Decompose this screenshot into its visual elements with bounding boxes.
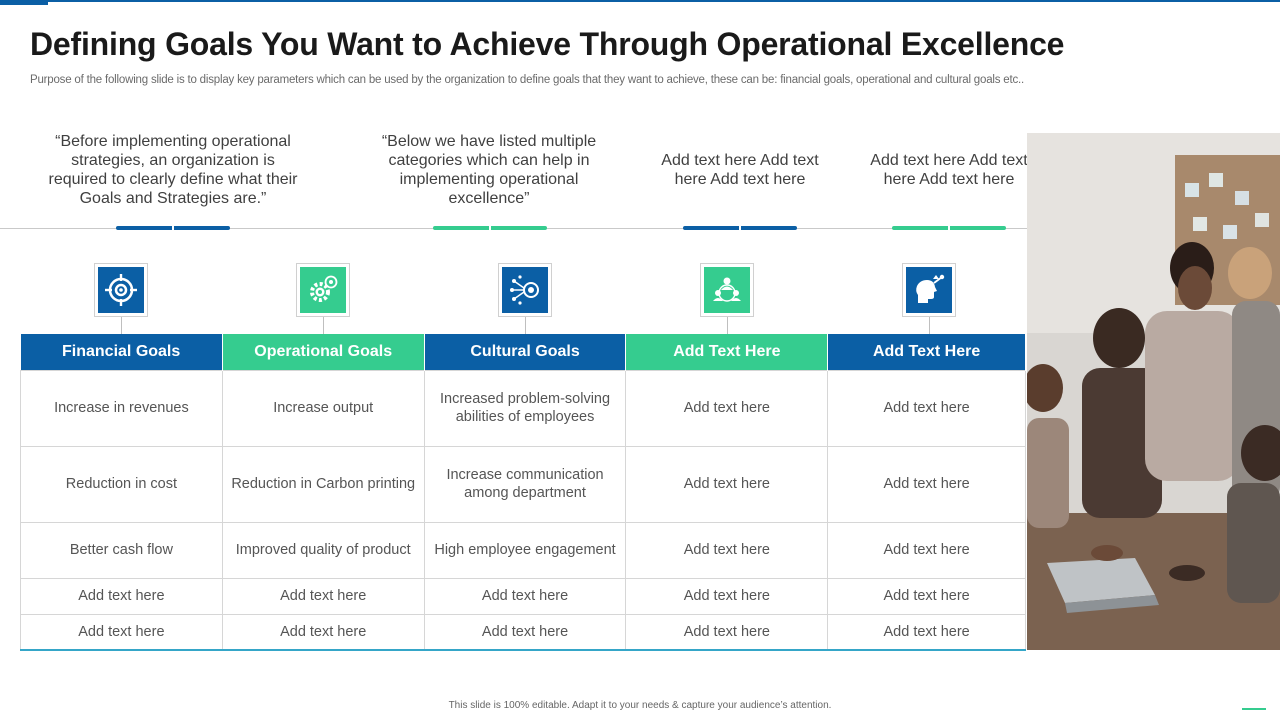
table-cell: Add text here (827, 369, 1026, 447)
icon-connector-2 (323, 317, 324, 334)
goals-table: Financial Goals Operational Goals Cultur… (20, 334, 1026, 651)
top-accent-bar (0, 0, 48, 5)
table-cell: Reduction in cost (20, 445, 223, 523)
column-header-cultural: Cultural Goals (424, 334, 627, 370)
top-rule (0, 0, 1280, 2)
table-cell: High employee engagement (423, 521, 627, 579)
icon-connector-3 (525, 317, 526, 334)
table-cell: Add text here (625, 369, 829, 447)
quote-categories: “Below we have listed multiple categorie… (381, 133, 597, 207)
column-header-operational: Operational Goals (222, 334, 425, 370)
footer-note: This slide is 100% editable. Adapt it to… (448, 700, 832, 711)
table-cell: Improved quality of product (221, 521, 425, 579)
table-cell: Add text here (423, 577, 627, 615)
table-header-row: Financial Goals Operational Goals Cultur… (20, 334, 1026, 370)
table-cell: Add text here (423, 613, 627, 651)
icon-box-operational (296, 263, 350, 317)
table-cell: Add text here (625, 445, 829, 523)
table-cell: Better cash flow (20, 521, 223, 579)
column-header-5: Add Text Here (827, 334, 1026, 370)
gear-target-icon (300, 267, 346, 313)
head-idea-icon (906, 267, 952, 313)
table-cell: Add text here (625, 613, 829, 651)
table-cell: Add text here (221, 577, 425, 615)
icon-connector-1 (121, 317, 122, 334)
accent-bar-4 (892, 225, 1006, 231)
icon-box-team (700, 263, 754, 317)
network-target-icon (502, 267, 548, 313)
table-cell: Add text here (827, 445, 1026, 523)
table-cell: Increase communication among department (423, 445, 627, 523)
page-title: Defining Goals You Want to Achieve Throu… (30, 26, 1065, 62)
accent-bar-1 (116, 225, 230, 231)
accent-bar-3 (683, 225, 797, 231)
table-cell: Add text here (20, 577, 223, 615)
table-cell: Add text here (20, 613, 223, 651)
table-row: Increase in revenues Increase output Inc… (20, 369, 1026, 447)
column-header-financial: Financial Goals (20, 334, 223, 370)
table-cell: Add text here (827, 613, 1026, 651)
table-cell: Reduction in Carbon printing (221, 445, 425, 523)
accent-bar-2 (433, 225, 547, 231)
team-icon (704, 267, 750, 313)
team-photo (1027, 133, 1280, 650)
table-cell: Increased problem-solving abilities of e… (423, 369, 627, 447)
table-cell: Increase in revenues (20, 369, 223, 447)
table-row: Add text here Add text here Add text her… (20, 577, 1026, 615)
table-cell: Add text here (625, 577, 829, 615)
table-row: Reduction in cost Reduction in Carbon pr… (20, 445, 1026, 523)
table-cell: Add text here (827, 521, 1026, 579)
table-cell: Add text here (625, 521, 829, 579)
icon-connector-5 (929, 317, 930, 334)
target-icon (98, 267, 144, 313)
table-cell: Increase output (221, 369, 425, 447)
icon-connector-4 (727, 317, 728, 334)
quote-financial: “Before implementing operational strateg… (48, 133, 298, 207)
table-row: Better cash flow Improved quality of pro… (20, 521, 1026, 579)
icon-box-cultural (498, 263, 552, 317)
table-cell: Add text here (221, 613, 425, 651)
table-cell: Add text here (827, 577, 1026, 615)
page-subtitle: Purpose of the following slide is to dis… (30, 74, 1025, 86)
quote-placeholder-2: Add text here Add text here Add text her… (870, 152, 1028, 188)
table-row: Add text here Add text here Add text her… (20, 613, 1026, 651)
footer-accent-bar (1242, 708, 1266, 710)
column-header-4: Add Text Here (625, 334, 829, 370)
icon-box-financial (94, 263, 148, 317)
icon-box-idea (902, 263, 956, 317)
quote-placeholder-1: Add text here Add text here Add text her… (661, 152, 819, 188)
